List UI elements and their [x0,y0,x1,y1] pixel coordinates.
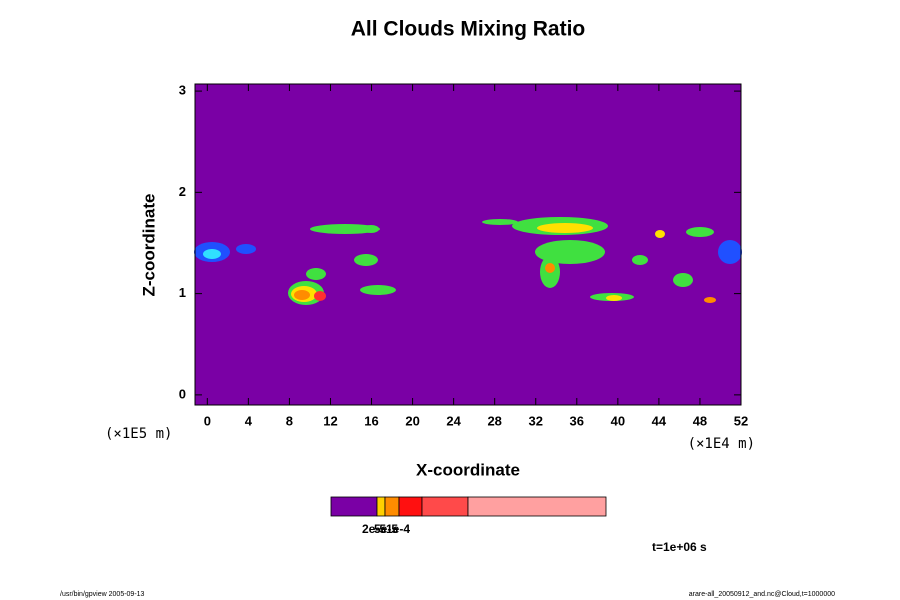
x-tick-label: 52 [734,413,748,428]
x-tick-label: 0 [204,413,211,428]
cloud [655,230,665,238]
colorbar-label: 2e-5 [362,522,386,536]
x-tick-label: 28 [487,413,501,428]
time-label: t=1e+06 s [652,540,707,554]
cloud [545,263,555,273]
x-tick-label: 4 [245,413,253,428]
field-background [195,84,741,405]
plot-frame [194,83,742,406]
footer-right: arare-all_20050912_and.nc@Cloud,t=100000… [689,591,835,598]
x-tick-label: 44 [652,413,667,428]
cloud [537,223,593,233]
cloud [306,268,326,280]
y-tick-label: 1 [179,285,186,300]
x-tick-label: 32 [529,413,543,428]
colorbar-segment [467,496,607,517]
cloud [606,295,622,301]
cloud [632,255,648,265]
chart-title: All Clouds Mixing Ratio [351,18,586,41]
y-tick-label: 2 [179,184,186,199]
cloud [360,285,396,295]
cloud [294,290,310,300]
cloud [482,219,518,225]
cloud [704,297,716,303]
cloud [310,224,380,234]
cloud [354,254,378,266]
y-tick-label: 0 [179,386,186,401]
x-tick-label: 24 [446,413,461,428]
colorbar-segment [384,496,400,517]
cloud [718,240,742,264]
cloud [236,244,256,254]
colorbar-segment [376,496,386,517]
x-tick-label: 12 [323,413,337,428]
cloud-contours [194,217,742,305]
colorbar-segment [421,496,469,517]
x-tick-label: 16 [364,413,378,428]
colorbar-segment [398,496,423,517]
x-tick-label: 8 [286,413,293,428]
cloud [314,291,326,301]
colorbar-label: 5e-5 [374,522,398,536]
y-tick-label: 3 [179,83,186,98]
x-axis-label: X-coordinate [416,460,520,479]
x-tick-label: 40 [611,413,625,428]
cloud [203,249,221,259]
x-unit: (×1E4 m) [688,436,755,452]
colorbar-label: 1e-4 [386,522,410,536]
colorbar-segment [330,496,378,517]
y-unit: (×1E5 m) [105,426,172,442]
cloud [686,227,714,237]
cloud [673,273,693,287]
x-tick-label: 36 [570,413,584,428]
x-tick-label: 48 [693,413,707,428]
x-tick-label: 20 [405,413,419,428]
footer-left: /usr/bin/gpview 2005-09-13 [60,591,145,598]
cloud [363,225,379,233]
y-axis-label: Z-coordinate [139,194,158,297]
